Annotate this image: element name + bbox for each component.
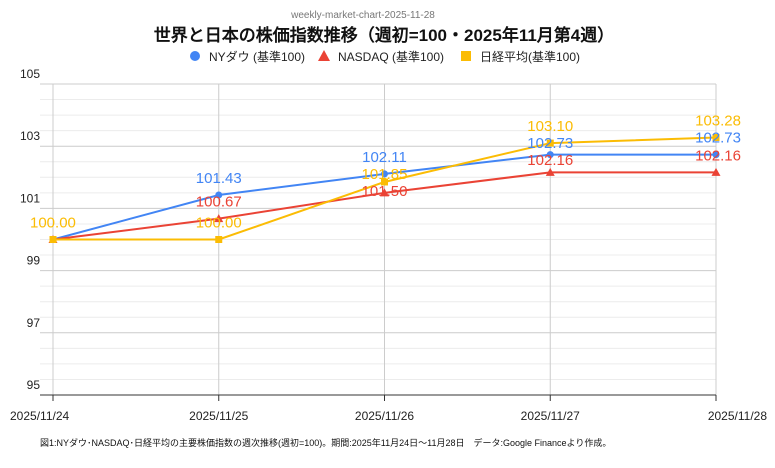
figure-caption: 図1:NYダウ･NASDAQ･日経平均の主要株価指数の週次推移(週初=100)。… <box>40 437 611 448</box>
square-marker <box>381 178 388 186</box>
legend-label-1: NASDAQ (基準100) <box>338 49 444 64</box>
y-tick-label: 103 <box>20 129 40 143</box>
circle-marker <box>546 151 554 159</box>
x-tick-label: 2025/11/28 <box>708 409 767 423</box>
data-label: 100.67 <box>196 194 242 211</box>
legend: NYダウ (基準100) NASDAQ (基準100) 日経平均(基準100) <box>190 49 580 64</box>
triangle-marker <box>711 167 721 176</box>
circle-marker <box>215 191 223 199</box>
axes: 2025/11/24 2025/11/25 2025/11/26 2025/11/27… <box>10 67 767 423</box>
data-label: 102.16 <box>527 152 573 169</box>
data-label: 100.00 <box>30 215 76 232</box>
triangle-marker <box>380 188 389 197</box>
x-tick-label: 2025/11/27 <box>521 409 580 423</box>
triangle-marker <box>545 167 555 176</box>
data-label: 101.50 <box>362 183 408 200</box>
square-marker <box>215 236 223 243</box>
y-tick-label: 97 <box>27 316 41 330</box>
triangle-marker <box>318 50 330 61</box>
x-tick-label: 2025/11/26 <box>355 409 414 423</box>
data-label: 102.11 <box>362 149 407 166</box>
circle-marker <box>190 51 200 61</box>
x-tick-label: 2025/11/25 <box>189 409 248 423</box>
square-marker <box>712 133 720 141</box>
x-tick-label: 2025/11/24 <box>10 409 69 423</box>
legend-label-0: NYダウ (基準100) <box>209 49 305 64</box>
chart-subtitle: weekly-market-chart-2025-11-28 <box>290 10 435 21</box>
circle-marker <box>381 170 388 178</box>
y-tick-label: 99 <box>27 254 41 268</box>
square-marker <box>461 51 471 61</box>
data-label: 102.73 <box>695 130 741 147</box>
square-marker <box>49 236 57 243</box>
data-label: 102.16 <box>695 147 741 164</box>
data-label: 101.43 <box>196 170 242 187</box>
data-label: 100.00 <box>196 215 242 232</box>
y-tick-label: 105 <box>20 67 40 81</box>
data-label: 101.85 <box>362 166 408 183</box>
legend-label-2: 日経平均(基準100) <box>480 49 580 64</box>
y-tick-label: 95 <box>27 378 41 392</box>
data-label: 102.73 <box>527 135 573 152</box>
y-tick-label: 101 <box>20 191 40 205</box>
square-marker <box>546 139 554 147</box>
data-labels: 100.00 101.43 100.67 100.00 102.11101.85101.… <box>30 112 741 231</box>
data-label: 103.28 <box>695 112 741 129</box>
chart-title: 世界と日本の株価指数推移（週初=100・2025年11月第4週） <box>154 25 615 45</box>
series-group <box>48 133 721 243</box>
series-1 <box>48 167 721 243</box>
series-2 <box>49 133 720 243</box>
data-label: 103.10 <box>527 118 573 135</box>
circle-marker <box>712 151 720 159</box>
triangle-marker <box>214 214 224 223</box>
